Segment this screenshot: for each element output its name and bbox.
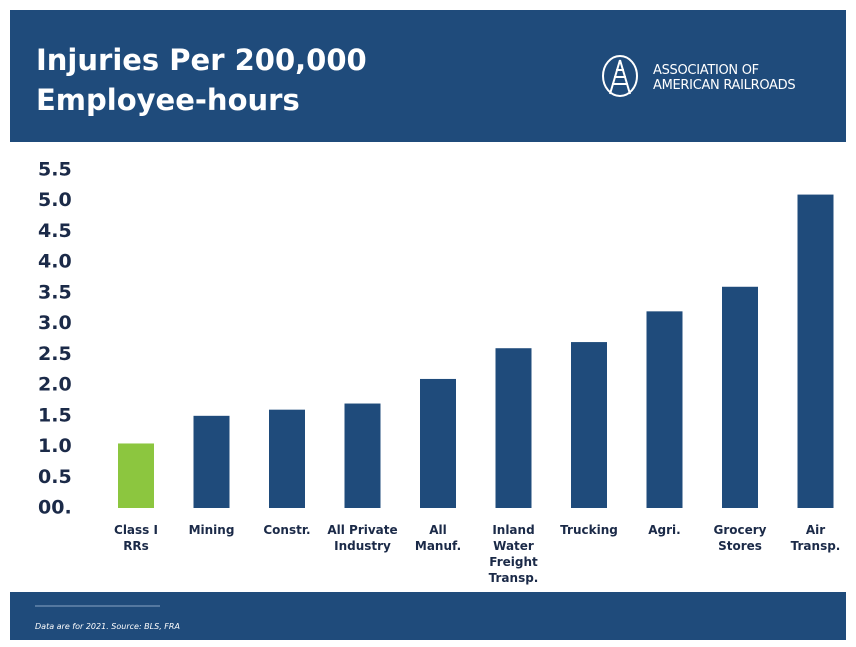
- bar: [193, 415, 230, 508]
- x-tick-label: All Private Industry: [327, 523, 398, 553]
- bar: [495, 348, 532, 508]
- y-tick-label: 00.: [38, 497, 72, 519]
- x-tick-label: Constr.: [263, 523, 311, 537]
- x-tick-label: Inland Water Freight Transp.: [488, 523, 539, 585]
- y-tick-label: 3.5: [38, 281, 72, 303]
- bar: [571, 342, 607, 508]
- logo-icon: [602, 55, 638, 97]
- x-tick-label: Agri.: [648, 523, 681, 537]
- footer-band: [10, 592, 846, 640]
- x-tick-label: All Manuf.: [414, 523, 462, 553]
- logo-text: ASSOCIATION OF AMERICAN RAILROADS: [653, 63, 796, 93]
- bar: [118, 443, 154, 508]
- x-tick-label: Class I RRs: [114, 523, 158, 553]
- y-tick-label: 4.0: [38, 251, 72, 273]
- y-tick-label: 2.5: [38, 343, 72, 365]
- header-band: [10, 10, 846, 142]
- bar: [646, 311, 683, 508]
- bar: [797, 194, 834, 508]
- y-tick-label: 5.5: [38, 159, 72, 181]
- chart-title: Injuries Per 200,000 Employee-hours: [36, 43, 367, 117]
- y-tick-label: 3.0: [38, 312, 72, 334]
- bar: [269, 409, 305, 508]
- x-tick-label: Trucking: [560, 523, 618, 537]
- bar: [344, 403, 381, 508]
- y-tick-label: 1.5: [38, 404, 72, 426]
- x-tick-label: Mining: [188, 523, 235, 537]
- x-tick-label: Grocery Stores: [713, 523, 767, 553]
- bar: [420, 378, 456, 508]
- y-tick-label: 1.0: [38, 435, 72, 457]
- y-tick-label: 5.0: [38, 189, 72, 211]
- footnote: Data are for 2021. Source: BLS, FRA: [35, 622, 180, 631]
- x-tick-label: Air Transp.: [790, 523, 841, 553]
- bar: [722, 286, 758, 508]
- y-tick-label: 0.5: [38, 466, 72, 488]
- y-tick-label: 2.0: [38, 374, 72, 396]
- y-tick-label: 4.5: [38, 220, 72, 242]
